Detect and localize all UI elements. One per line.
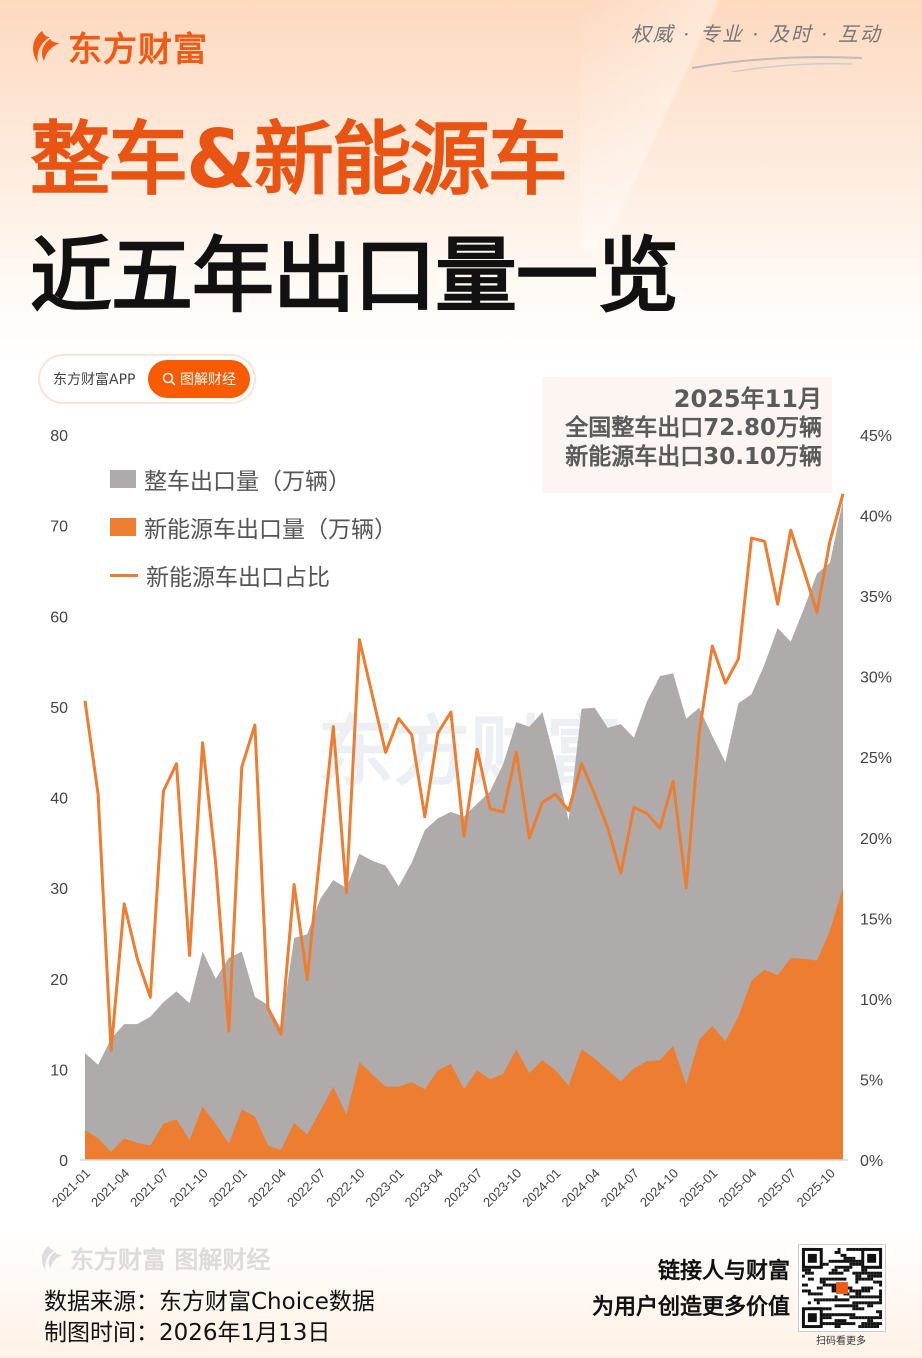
- legend-label: 整车出口量（万辆）: [144, 469, 351, 495]
- y-right-tick-label: 15%: [860, 911, 892, 928]
- app-label: 东方财富APP: [53, 372, 136, 388]
- legend-item-ratio: 新能源车出口占比: [110, 551, 397, 599]
- y-left-tick-label: 50: [50, 700, 68, 717]
- y-left-tick-label: 10: [50, 1062, 68, 1079]
- qr-caption: 扫码看更多: [816, 1336, 866, 1347]
- x-tick-label: 2023-10: [480, 1166, 524, 1210]
- y-right-tick-label: 40%: [860, 509, 892, 526]
- y-left-tick-label: 70: [50, 519, 68, 536]
- x-tick-label: 2021-01: [49, 1166, 93, 1210]
- x-tick-label: 2022-04: [245, 1166, 289, 1210]
- x-tick-label: 2023-01: [362, 1166, 406, 1210]
- flame-logo-icon: [33, 30, 60, 63]
- brand-logo: 东方财富: [28, 22, 208, 71]
- nev-ratio-line: [83, 493, 845, 1052]
- legend-item-nev: 新能源车出口量（万辆）: [110, 503, 397, 551]
- x-tick-label: 2023-07: [441, 1166, 485, 1210]
- x-tick-label: 2021-04: [88, 1166, 132, 1210]
- footer-slogan: 链接人与财富 为用户创造更多价值: [592, 1254, 790, 1326]
- x-tick-label: 2025-10: [794, 1166, 838, 1210]
- swoosh-decoration-icon: [692, 56, 862, 72]
- brand-slogan: 权威 · 专业 · 及时 · 互动: [630, 22, 882, 46]
- y-right-tick-label: 0%: [860, 1153, 883, 1170]
- legend-label: 新能源车出口量（万辆）: [144, 517, 397, 543]
- nev-export-area: [85, 887, 843, 1160]
- footer-background: [0, 1228, 922, 1358]
- slogan-line-1: 链接人与财富: [657, 1259, 790, 1284]
- y-left-tick-label: 40: [50, 791, 68, 808]
- annotation-nev: 新能源车出口30.10万辆: [565, 444, 822, 470]
- annotation-date: 2025年11月: [673, 385, 822, 413]
- x-tick-label: 2024-01: [519, 1166, 563, 1210]
- y-left-tick-label: 0: [59, 1153, 68, 1170]
- x-tick-label: 2022-01: [206, 1166, 250, 1210]
- y-left-tick-label: 80: [50, 428, 68, 445]
- x-tick-label: 2025-07: [754, 1166, 798, 1210]
- footer-watermark-text: 东方财富 图解财经: [70, 1246, 271, 1274]
- y-right-tick-label: 35%: [860, 589, 892, 606]
- flame-logo-icon: [41, 1245, 63, 1270]
- x-tick-label: 2024-10: [637, 1166, 681, 1210]
- x-tick-label: 2022-07: [284, 1166, 328, 1210]
- y-left-tick-label: 30: [50, 881, 68, 898]
- title-line-1: 整车&新能源车: [30, 113, 568, 206]
- chart-watermark: 东方财富: [318, 710, 622, 795]
- search-icon: [162, 372, 176, 386]
- x-tick-label: 2024-04: [558, 1166, 602, 1210]
- x-tick-label: 2021-10: [166, 1166, 210, 1210]
- orange-swatch-icon: [110, 518, 136, 536]
- y-right-tick-label: 20%: [860, 831, 892, 848]
- data-source: 数据来源：东方财富Choice数据: [44, 1289, 375, 1315]
- y-right-tick-label: 5%: [860, 1072, 883, 1089]
- x-tick-label: 2025-01: [676, 1166, 720, 1210]
- x-tick-label: 2021-07: [127, 1166, 171, 1210]
- y-right-tick-label: 10%: [860, 992, 892, 1009]
- search-label: 图解财经: [180, 372, 236, 388]
- y-right-tick-label: 25%: [860, 750, 892, 767]
- header-background: [0, 0, 922, 360]
- search-button[interactable]: 图解财经: [148, 360, 250, 398]
- y-left-tick-label: 20: [50, 972, 68, 989]
- brand-name: 东方财富: [68, 30, 208, 70]
- search-pill[interactable]: 东方财富APP 图解财经: [40, 356, 254, 402]
- y-right-tick-label: 30%: [860, 670, 892, 687]
- title-line-2: 近五年出口量一览: [30, 229, 679, 324]
- slogan-line-2: 为用户创造更多价值: [591, 1295, 790, 1320]
- footer-watermark: 东方财富 图解财经: [38, 1240, 270, 1275]
- annotation-total: 全国整车出口72.80万辆: [565, 415, 822, 441]
- y-left-tick-label: 60: [50, 609, 68, 626]
- chart-legend: 整车出口量（万辆） 新能源车出口量（万辆） 新能源车出口占比: [110, 455, 397, 599]
- legend-label: 新能源车出口占比: [146, 565, 330, 591]
- chart-date: 制图时间：2026年1月13日: [44, 1320, 331, 1346]
- x-tick-label: 2022-10: [323, 1166, 367, 1210]
- gray-swatch-icon: [110, 470, 136, 488]
- export-chart: 东方财富 0 10 20 30 40 50 60 70 80 0% 5% 10% 15% 20% 25% 30…: [49, 428, 892, 1210]
- y-right-tick-label: 45%: [860, 428, 892, 445]
- footer-info: 数据来源：东方财富Choice数据 制图时间：2026年1月13日: [44, 1287, 375, 1349]
- latest-annotation: 2025年11月 全国整车出口72.80万辆 新能源车出口30.10万辆: [542, 377, 832, 493]
- x-tick-label: 2023-04: [402, 1166, 446, 1210]
- x-tick-label: 2024-07: [598, 1166, 642, 1210]
- line-swatch-icon: [110, 573, 138, 577]
- qr-code-icon[interactable]: [798, 1244, 886, 1332]
- legend-item-total: 整车出口量（万辆）: [110, 455, 397, 503]
- x-tick-label: 2025-04: [715, 1166, 759, 1210]
